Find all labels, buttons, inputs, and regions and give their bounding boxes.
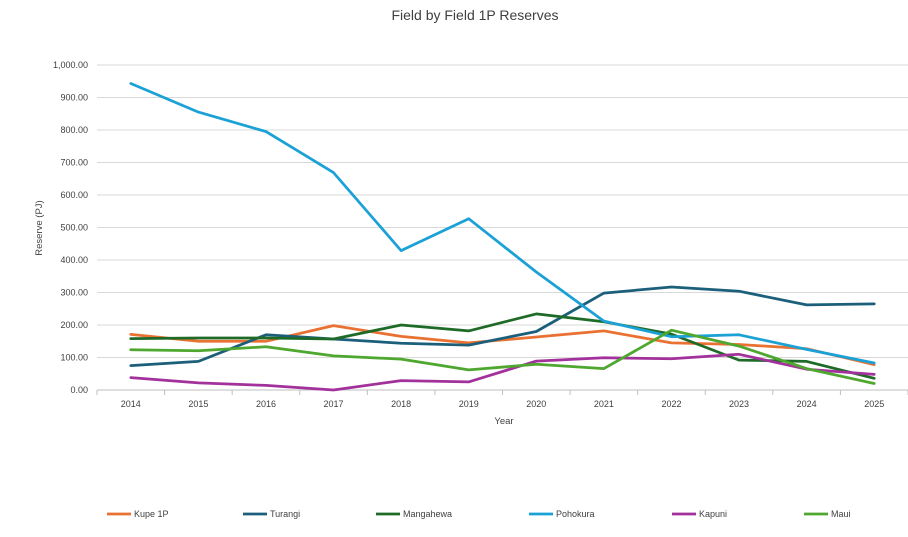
x-tick-label: 2018 [391, 399, 411, 409]
legend-item-kupe-1p: Kupe 1P [107, 509, 169, 519]
y-tick-label: 1,000.00 [53, 60, 88, 70]
x-axis: 2014 2015 2016 2017 2018 2019 2020 2021 2022 2023… [96, 390, 908, 409]
y-tick-label: 900.00 [60, 93, 88, 103]
x-tick-label: 2016 [256, 399, 276, 409]
legend-item-maui: Maui [804, 509, 851, 519]
x-tick-label: 2023 [729, 399, 749, 409]
legend-label: Mangahewa [403, 509, 452, 519]
x-tick-label: 2019 [459, 399, 479, 409]
x-tick-label: 2020 [526, 399, 546, 409]
y-tick-label: 300.00 [60, 288, 88, 298]
y-tick-label: 0.00 [70, 385, 88, 395]
legend-item-mangahewa: Mangahewa [376, 509, 452, 519]
legend-label: Pohokura [556, 509, 595, 519]
x-axis-title: Year [494, 416, 513, 427]
legend-label: Maui [831, 509, 851, 519]
legend-item-kapuni: Kapuni [672, 509, 727, 519]
legend-label: Kapuni [699, 509, 727, 519]
x-tick-label: 2025 [864, 399, 884, 409]
series-line-kapuni [129, 352, 876, 392]
legend-label: Turangi [270, 509, 300, 519]
chart-title: Field by Field 1P Reserves [391, 7, 558, 23]
series-line-maui [129, 328, 876, 385]
x-tick-label: 2024 [797, 399, 817, 409]
y-tick-label: 400.00 [60, 255, 88, 265]
legend-item-pohokura: Pohokura [529, 509, 595, 519]
gridlines [97, 64, 908, 391]
series-line-mangahewa [129, 312, 876, 380]
y-tick-label: 500.00 [60, 223, 88, 233]
series-line-kupe-1p [129, 324, 876, 366]
y-axis: 0.00 100.00 200.00 300.00 400.00 500.00 600.00… [53, 60, 88, 395]
legend-label: Kupe 1P [134, 509, 169, 519]
legend-item-turangi: Turangi [243, 509, 300, 519]
legend: Kupe 1P Turangi Mangahewa Pohokura Kapuni Mau… [107, 509, 851, 519]
x-tick-label: 2017 [324, 399, 344, 409]
series-line-pohokura [129, 82, 876, 365]
x-tick-label: 2014 [121, 399, 141, 409]
y-tick-label: 700.00 [60, 158, 88, 168]
y-tick-label: 800.00 [60, 125, 88, 135]
y-axis-title: Reserve (PJ) [34, 200, 45, 255]
y-tick-label: 100.00 [60, 353, 88, 363]
y-tick-label: 200.00 [60, 320, 88, 330]
y-tick-label: 600.00 [60, 190, 88, 200]
x-tick-label: 2021 [594, 399, 614, 409]
x-tick-label: 2022 [661, 399, 681, 409]
x-tick-label: 2015 [188, 399, 208, 409]
series-lines [129, 82, 876, 392]
